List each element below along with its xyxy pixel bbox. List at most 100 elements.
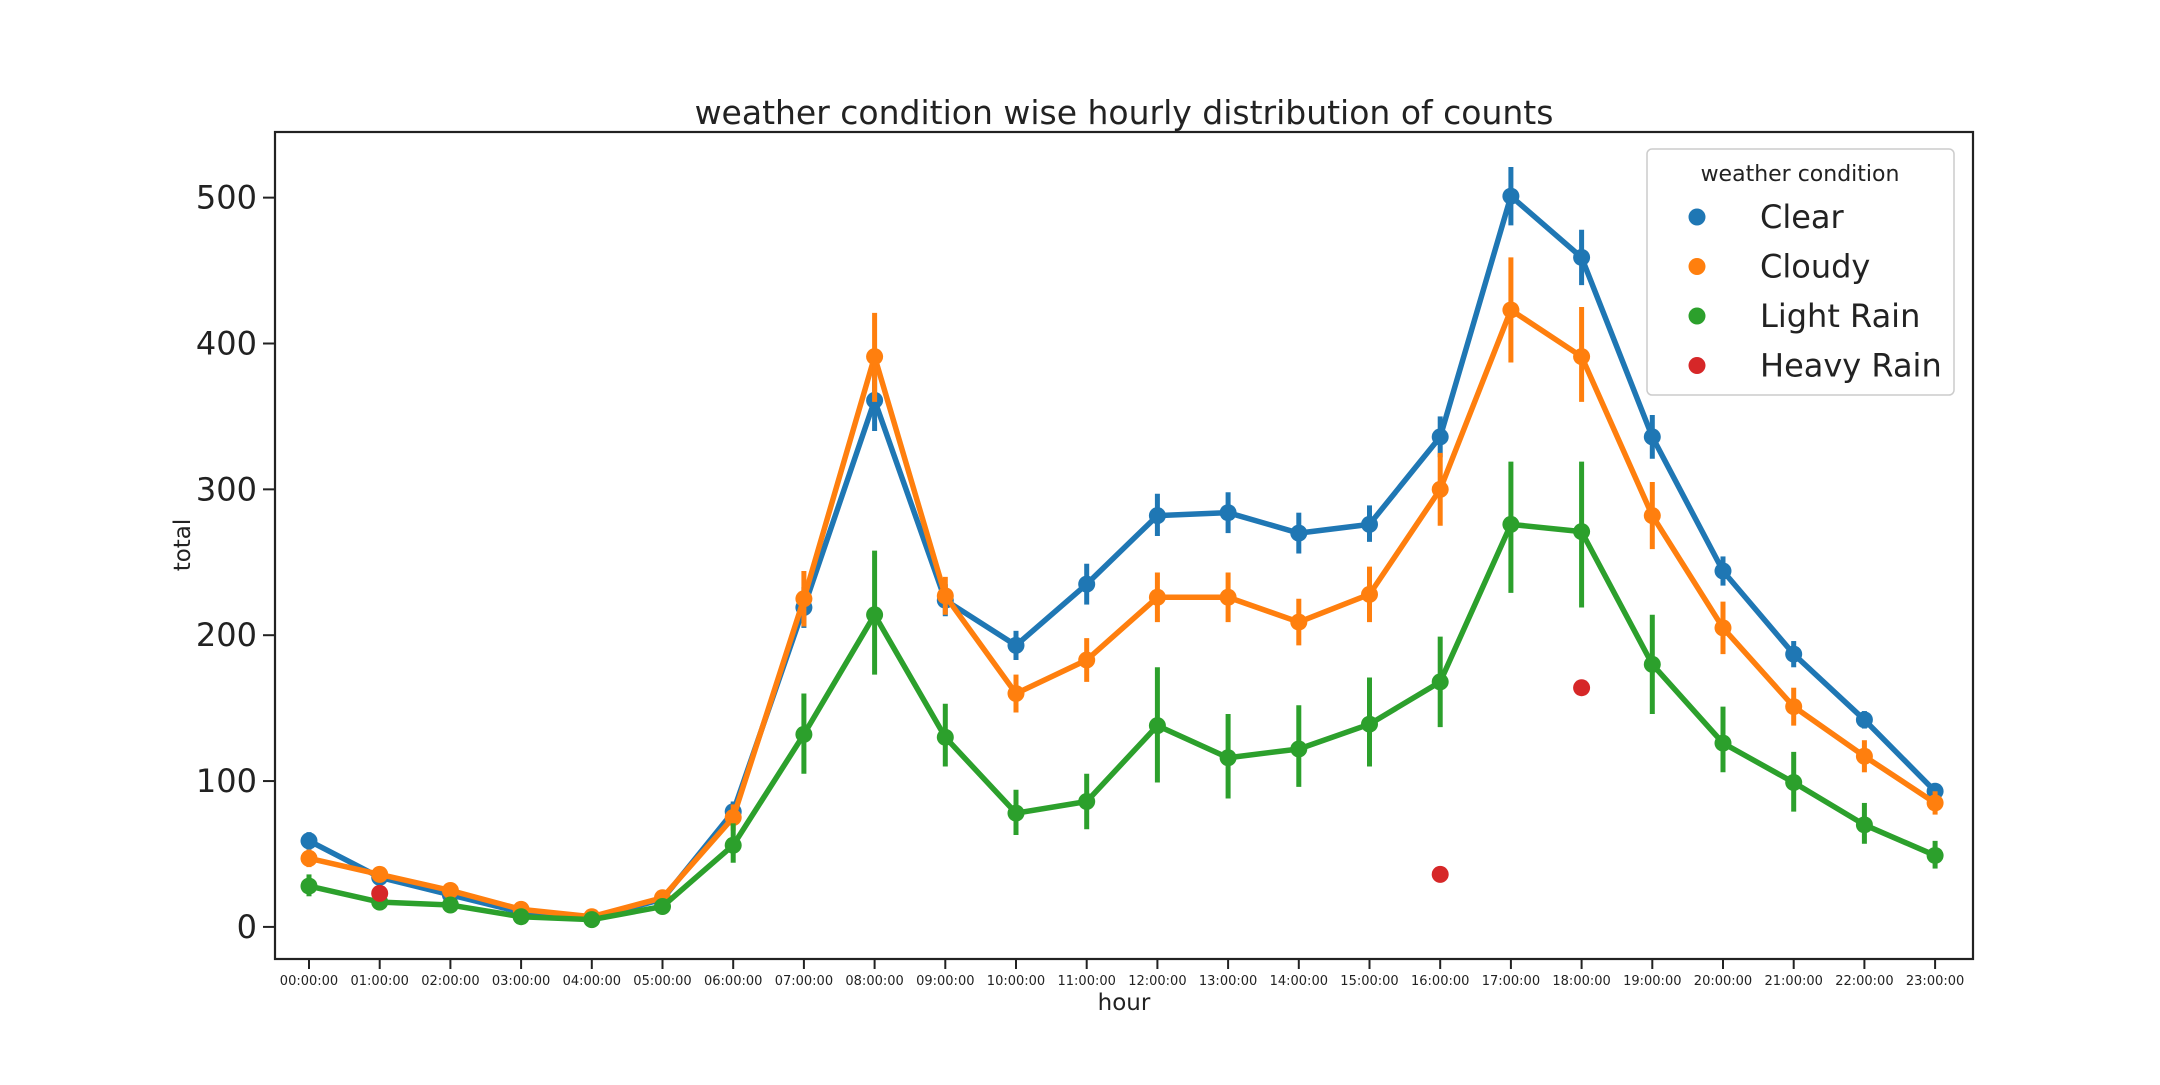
data-point: [1007, 685, 1025, 703]
data-point: [936, 728, 954, 746]
data-point: [1785, 698, 1803, 716]
data-point: [1855, 711, 1873, 729]
x-tick-label: 12:00:00: [1128, 974, 1186, 989]
x-tick-label: 14:00:00: [1270, 974, 1328, 989]
x-tick-label: 07:00:00: [775, 974, 833, 989]
data-point: [1502, 301, 1520, 319]
data-point: [1148, 507, 1166, 525]
x-tick-label: 15:00:00: [1340, 974, 1398, 989]
x-tick-label: 01:00:00: [351, 974, 409, 989]
data-point: [1290, 740, 1308, 758]
data-point: [1855, 816, 1873, 834]
data-point: [1148, 717, 1166, 735]
data-point: [1290, 524, 1308, 542]
y-tick-label: 400: [196, 324, 257, 362]
x-axis-label: hour: [1098, 990, 1151, 1016]
data-point: [866, 606, 884, 624]
x-tick-label: 16:00:00: [1411, 974, 1469, 989]
x-tick-label: 00:00:00: [280, 974, 338, 989]
data-point: [1785, 645, 1803, 663]
data-point: [1573, 248, 1591, 266]
x-tick-label: 22:00:00: [1835, 974, 1893, 989]
y-tick-label: 200: [196, 616, 257, 654]
data-point: [866, 348, 884, 366]
data-point: [1078, 651, 1096, 669]
data-point: [1714, 619, 1732, 637]
data-point: [1361, 585, 1378, 603]
data-point: [1855, 747, 1873, 765]
data-point: [1643, 428, 1661, 446]
x-tick-label: 11:00:00: [1058, 974, 1116, 989]
legend: weather condition Clear Cloudy Light Rain He…: [1646, 148, 1955, 396]
data-point: [1219, 588, 1237, 606]
data-point: [1219, 749, 1237, 767]
data-point: [371, 884, 389, 902]
x-tick-label: 23:00:00: [1906, 974, 1964, 989]
data-point: [1573, 679, 1591, 697]
data-point: [1926, 794, 1944, 812]
data-point: [1926, 846, 1944, 864]
y-tick-label: 0: [237, 908, 257, 946]
data-point: [795, 725, 813, 743]
plot-frame: [273, 130, 1975, 961]
data-point: [724, 836, 742, 854]
y-tick-label: 300: [196, 470, 257, 508]
data-point: [1431, 673, 1449, 691]
legend-marker: [1688, 208, 1706, 226]
data-point: [1007, 804, 1025, 822]
data-point: [1007, 636, 1025, 654]
series-line: [308, 307, 1937, 920]
data-point: [441, 896, 459, 914]
y-tick-label: 500: [196, 179, 257, 217]
data-point: [1573, 523, 1591, 541]
data-point: [300, 832, 318, 850]
data-point: [1714, 734, 1732, 752]
data-point: [1431, 865, 1449, 883]
x-tick-label: 04:00:00: [563, 974, 621, 989]
x-tick-label: 19:00:00: [1623, 974, 1681, 989]
data-point: [300, 849, 318, 867]
data-point: [300, 877, 318, 895]
x-tick-label: 18:00:00: [1552, 974, 1610, 989]
series-light-rain: [300, 461, 1944, 929]
series-cloudy: [300, 257, 1944, 926]
legend-marker: [1688, 307, 1706, 325]
data-point: [1290, 613, 1308, 631]
data-point: [1361, 715, 1378, 733]
data-point: [441, 881, 459, 899]
data-point: [1219, 504, 1237, 522]
x-tick-label: 08:00:00: [845, 974, 903, 989]
series-heavy-rain: [371, 679, 1591, 902]
data-point: [1361, 515, 1378, 533]
plot-area: 0 100 200 300 400 500 00:00:00 01:00:00 02:00:00…: [196, 130, 1975, 989]
x-tick-label: 13:00:00: [1199, 974, 1257, 989]
legend-title: weather condition: [1701, 162, 1900, 187]
legend-label: Light Rain: [1760, 297, 1920, 335]
legend-label: Cloudy: [1760, 248, 1870, 286]
legend-label: Heavy Rain: [1760, 347, 1942, 385]
x-tick-label: 03:00:00: [492, 974, 550, 989]
x-tick-label: 06:00:00: [704, 974, 762, 989]
legend-marker: [1688, 357, 1706, 374]
data-point: [724, 809, 742, 827]
x-tick-label: 02:00:00: [421, 974, 479, 989]
x-tick-label: 17:00:00: [1482, 974, 1540, 989]
data-point: [654, 897, 671, 915]
legend-label: Clear: [1760, 198, 1845, 236]
data-point: [1502, 515, 1520, 533]
data-point: [1573, 348, 1591, 366]
y-axis-label: total: [170, 519, 196, 572]
data-point: [1643, 507, 1661, 525]
y-tick-label: 100: [196, 762, 257, 800]
data-point: [1078, 792, 1096, 810]
x-tick-label: 09:00:00: [916, 974, 974, 989]
data-point: [1431, 428, 1449, 446]
legend-marker: [1688, 258, 1706, 275]
data-point: [1431, 480, 1449, 498]
x-tick-label: 10:00:00: [987, 974, 1045, 989]
legend-box: [1646, 148, 1955, 396]
x-tick-label: 05:00:00: [633, 974, 691, 989]
x-tick-label: 21:00:00: [1765, 974, 1823, 989]
